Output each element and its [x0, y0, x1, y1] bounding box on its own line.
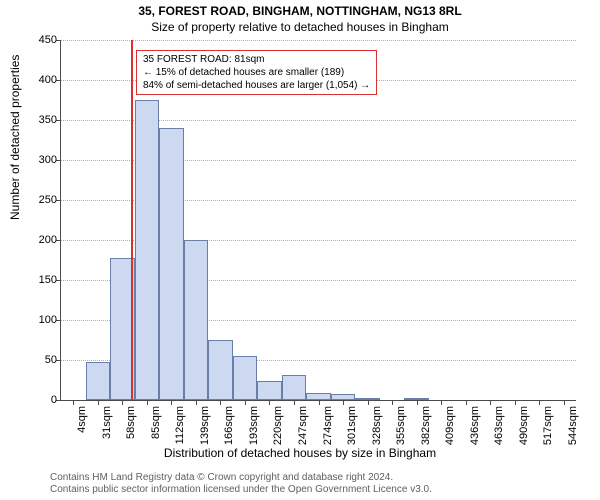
histogram-bar	[282, 375, 307, 400]
xtick-label: 220sqm	[272, 406, 284, 445]
ytick-label: 300	[17, 154, 57, 166]
xtick-label: 436sqm	[469, 406, 481, 445]
ytick-label: 100	[17, 314, 57, 326]
xtick-label: 544sqm	[567, 406, 579, 445]
xtick-label: 139sqm	[199, 406, 211, 445]
xtick-mark	[147, 400, 148, 405]
xtick-label: 463sqm	[493, 406, 505, 445]
xtick-mark	[220, 400, 221, 405]
histogram-bar	[159, 128, 184, 400]
xtick-mark	[392, 400, 393, 405]
ytick-label: 150	[17, 274, 57, 286]
histogram-bar	[233, 356, 258, 400]
xtick-label: 112sqm	[174, 406, 186, 444]
histogram-bar	[257, 381, 282, 400]
footer-attribution: Contains HM Land Registry data © Crown c…	[50, 472, 432, 496]
annotation-box: 35 FOREST ROAD: 81sqm← 15% of detached h…	[136, 50, 377, 95]
annotation-line3: 84% of semi-detached houses are larger (…	[143, 79, 370, 92]
xtick-mark	[319, 400, 320, 405]
ytick-label: 400	[17, 74, 57, 86]
ytick-label: 0	[17, 394, 57, 406]
xtick-mark	[539, 400, 540, 405]
ytick-label: 450	[17, 34, 57, 46]
xtick-mark	[269, 400, 270, 405]
xtick-mark	[196, 400, 197, 405]
xtick-mark	[343, 400, 344, 405]
x-axis-label: Distribution of detached houses by size …	[0, 446, 600, 460]
ytick-label: 200	[17, 234, 57, 246]
xtick-label: 85sqm	[150, 406, 162, 439]
xtick-label: 382sqm	[420, 406, 432, 445]
ytick-label: 50	[17, 354, 57, 366]
xtick-mark	[466, 400, 467, 405]
xtick-mark	[368, 400, 369, 405]
xtick-label: 490sqm	[518, 406, 530, 445]
xtick-label: 4sqm	[76, 406, 88, 433]
xtick-mark	[564, 400, 565, 405]
histogram-bar	[86, 362, 111, 400]
histogram-bar	[135, 100, 160, 400]
xtick-label: 31sqm	[101, 406, 113, 439]
xtick-label: 193sqm	[248, 406, 260, 445]
xtick-mark	[294, 400, 295, 405]
xtick-mark	[122, 400, 123, 405]
histogram-bar	[184, 240, 209, 400]
ytick-label: 350	[17, 114, 57, 126]
histogram-bar	[306, 393, 331, 400]
xtick-mark	[245, 400, 246, 405]
page-subtitle: Size of property relative to detached ho…	[0, 20, 600, 34]
xtick-label: 328sqm	[371, 406, 383, 445]
xtick-label: 301sqm	[346, 406, 358, 445]
xtick-label: 355sqm	[395, 406, 407, 445]
xtick-mark	[98, 400, 99, 405]
xtick-label: 247sqm	[297, 406, 309, 445]
footer-line1: Contains HM Land Registry data © Crown c…	[50, 472, 432, 484]
histogram-bar	[208, 340, 233, 400]
gridline	[61, 40, 576, 41]
xtick-label: 166sqm	[223, 406, 235, 445]
footer-line2: Contains public sector information licen…	[50, 484, 432, 496]
xtick-label: 517sqm	[542, 406, 554, 445]
xtick-mark	[171, 400, 172, 405]
page-title: 35, FOREST ROAD, BINGHAM, NOTTINGHAM, NG…	[0, 4, 600, 18]
xtick-label: 274sqm	[322, 406, 334, 445]
xtick-label: 409sqm	[444, 406, 456, 445]
xtick-mark	[515, 400, 516, 405]
ytick-label: 250	[17, 194, 57, 206]
xtick-mark	[73, 400, 74, 405]
xtick-mark	[441, 400, 442, 405]
xtick-mark	[490, 400, 491, 405]
annotation-line2: ← 15% of detached houses are smaller (18…	[143, 66, 370, 79]
xtick-mark	[417, 400, 418, 405]
xtick-label: 58sqm	[125, 406, 137, 439]
annotation-line1: 35 FOREST ROAD: 81sqm	[143, 53, 370, 66]
property-marker-line	[131, 40, 133, 400]
